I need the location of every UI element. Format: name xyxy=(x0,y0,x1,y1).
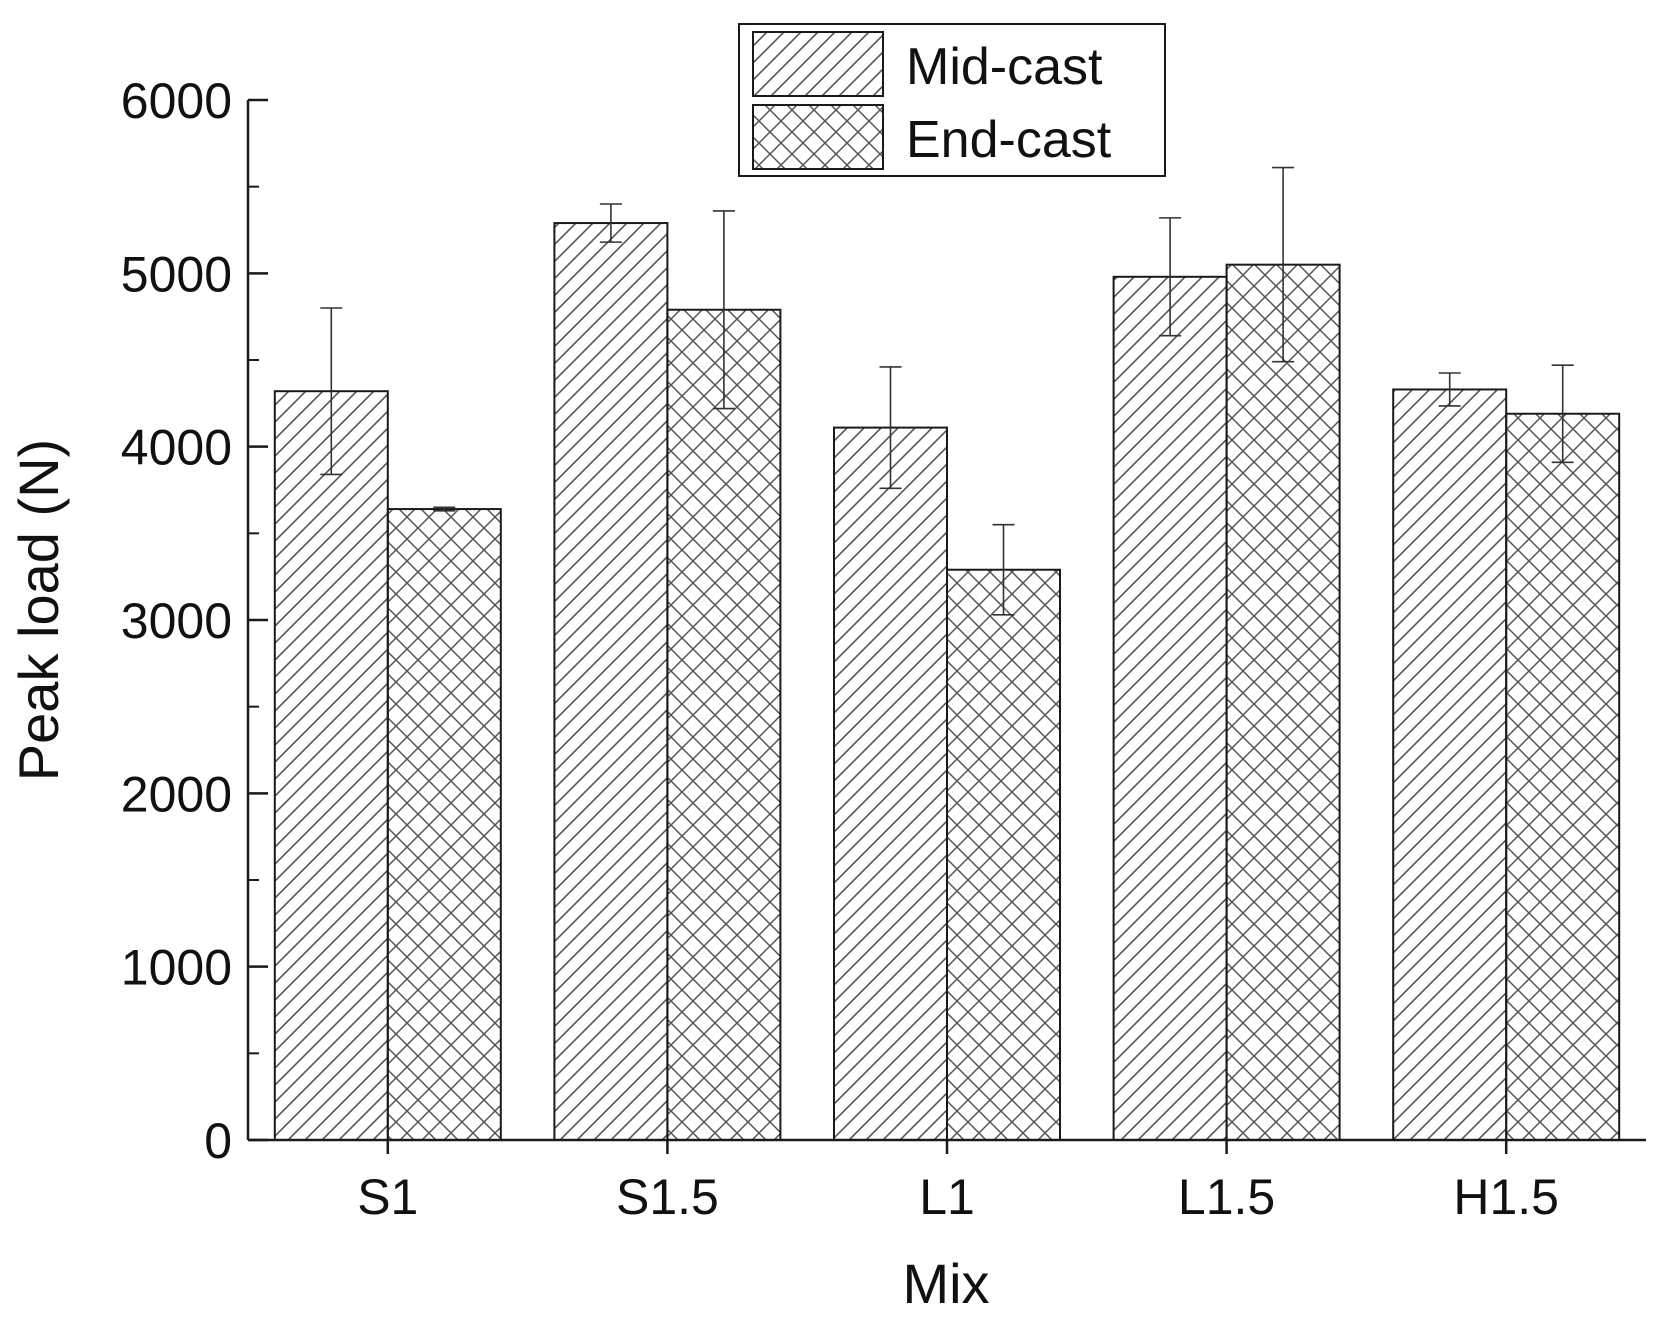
y-tick-label: 2000 xyxy=(121,766,232,822)
error-bar-end-cast-h1-5 xyxy=(1551,364,1574,464)
error-bar-end-cast-s1 xyxy=(433,506,456,512)
bar-mid-cast-l1-5 xyxy=(1112,275,1228,1141)
legend-swatch-end-cast xyxy=(752,104,884,170)
x-tick-label: H1.5 xyxy=(1453,1169,1559,1225)
error-bars-layer xyxy=(320,166,1574,616)
bar-mid-cast-l1 xyxy=(833,426,948,1142)
error-bar-mid-cast-l1-5 xyxy=(1159,217,1182,337)
bar-end-cast-s1-5 xyxy=(666,308,782,1141)
legend: Mid-cast End-cast xyxy=(738,23,1166,177)
y-axis-ticks: 0 1000 2000 3000 4000 5000 6000 xyxy=(121,73,268,1169)
error-bar-mid-cast-h1-5 xyxy=(1438,372,1461,407)
bar-mid-cast-s1-5 xyxy=(553,222,669,1142)
legend-label-end-cast: End-cast xyxy=(906,111,1112,169)
bar-end-cast-s1 xyxy=(386,508,502,1142)
error-bar-end-cast-l1-5 xyxy=(1272,166,1295,363)
bar-mid-cast-h1-5 xyxy=(1392,388,1508,1141)
bar-end-cast-l1 xyxy=(946,568,1061,1141)
error-bar-mid-cast-s1 xyxy=(320,307,343,476)
x-axis-title: Mix xyxy=(902,1252,989,1315)
x-tick-label: L1.5 xyxy=(1178,1169,1275,1225)
bar-end-cast-h1-5 xyxy=(1505,412,1621,1141)
y-tick-label: 0 xyxy=(204,1113,232,1169)
error-bar-end-cast-s1-5 xyxy=(712,210,735,410)
y-tick-label: 4000 xyxy=(121,420,232,476)
y-tick-label: 6000 xyxy=(121,73,232,129)
legend-label-mid-cast: Mid-cast xyxy=(906,38,1103,96)
x-tick-label: S1 xyxy=(357,1169,418,1225)
y-tick-label: 5000 xyxy=(121,246,232,302)
y-tick-label: 1000 xyxy=(121,940,232,996)
bar-end-cast-l1-5 xyxy=(1225,263,1341,1141)
bar-mid-cast-s1 xyxy=(273,390,389,1141)
error-bar-mid-cast-l1 xyxy=(879,366,902,490)
x-tick-label: S1.5 xyxy=(616,1169,719,1225)
error-bar-mid-cast-s1-5 xyxy=(599,203,622,243)
error-bar-end-cast-l1 xyxy=(992,523,1015,616)
bars-layer xyxy=(273,222,1621,1142)
y-axis-title: Peak load (N) xyxy=(7,439,70,781)
legend-swatch-mid-cast xyxy=(752,31,884,97)
x-axis-ticks: S1 S1.5 L1 L1.5 H1.5 xyxy=(357,1140,1559,1225)
x-tick-label: L1 xyxy=(919,1169,975,1225)
y-tick-label: 3000 xyxy=(121,593,232,649)
